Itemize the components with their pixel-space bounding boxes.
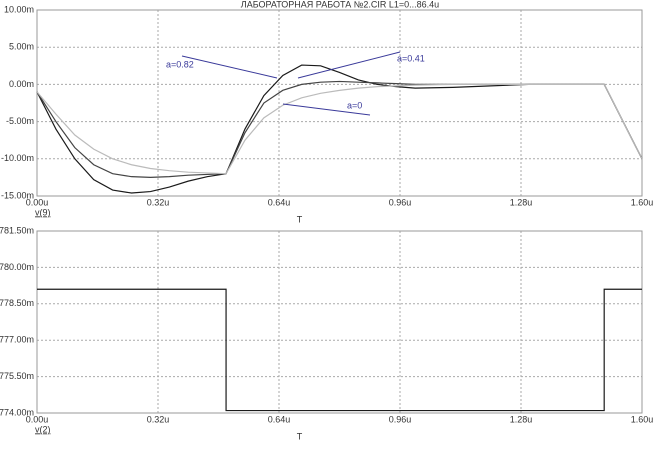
x-axis-label: T bbox=[297, 214, 303, 224]
y-tick-label: 775.50m bbox=[0, 371, 34, 381]
annotation-label: a=0.82 bbox=[166, 59, 194, 69]
x-tick-label: 1.28u bbox=[510, 197, 533, 207]
y-tick-label: -10.00m bbox=[1, 153, 34, 163]
series-line bbox=[36, 64, 643, 194]
chart-title: ЛАБОРАТОРНАЯ РАБОТА №2.CIR L1=0...86.4u bbox=[241, 0, 439, 9]
series-line bbox=[37, 288, 642, 412]
y-tick-label: 781.50m bbox=[0, 225, 34, 235]
annotation-label: a=0 bbox=[347, 100, 362, 110]
x-tick-label: 1.60u bbox=[631, 197, 654, 207]
y-tick-label: 777.00m bbox=[0, 335, 34, 345]
y-axis-label: v(9) bbox=[35, 207, 51, 217]
x-tick-label: 1.28u bbox=[510, 414, 533, 424]
annotation-leader bbox=[181, 55, 278, 79]
y-tick-label: 10.00m bbox=[4, 4, 34, 14]
x-axis-label: T bbox=[297, 431, 303, 441]
annotation-leader bbox=[282, 103, 371, 116]
annotation-label: a=0.41 bbox=[397, 53, 425, 63]
x-tick-label: 0.00u bbox=[26, 197, 49, 207]
x-tick-label: 0.96u bbox=[389, 414, 412, 424]
x-tick-label: 1.60u bbox=[631, 414, 654, 424]
x-tick-label: 0.32u bbox=[147, 197, 170, 207]
x-tick-label: 0.00u bbox=[26, 414, 49, 424]
y-tick-label: 778.50m bbox=[0, 298, 34, 308]
y-tick-label: 0.00m bbox=[9, 79, 34, 89]
series-line bbox=[36, 83, 643, 175]
y-tick-label: 774.00m bbox=[0, 407, 34, 417]
x-tick-label: 0.64u bbox=[268, 414, 291, 424]
x-tick-label: 0.32u bbox=[147, 414, 170, 424]
x-tick-label: 0.64u bbox=[268, 197, 291, 207]
plot-frame bbox=[36, 9, 643, 197]
y-tick-label: -15.00m bbox=[1, 190, 34, 200]
x-tick-label: 0.96u bbox=[389, 197, 412, 207]
y-tick-label: 780.00m bbox=[0, 262, 34, 272]
y-axis-label: v(2) bbox=[35, 424, 51, 434]
annotation-leader bbox=[297, 51, 401, 79]
y-tick-label: 5.00m bbox=[9, 42, 34, 52]
plot-frame bbox=[36, 230, 643, 414]
y-tick-label: -5.00m bbox=[6, 116, 34, 126]
